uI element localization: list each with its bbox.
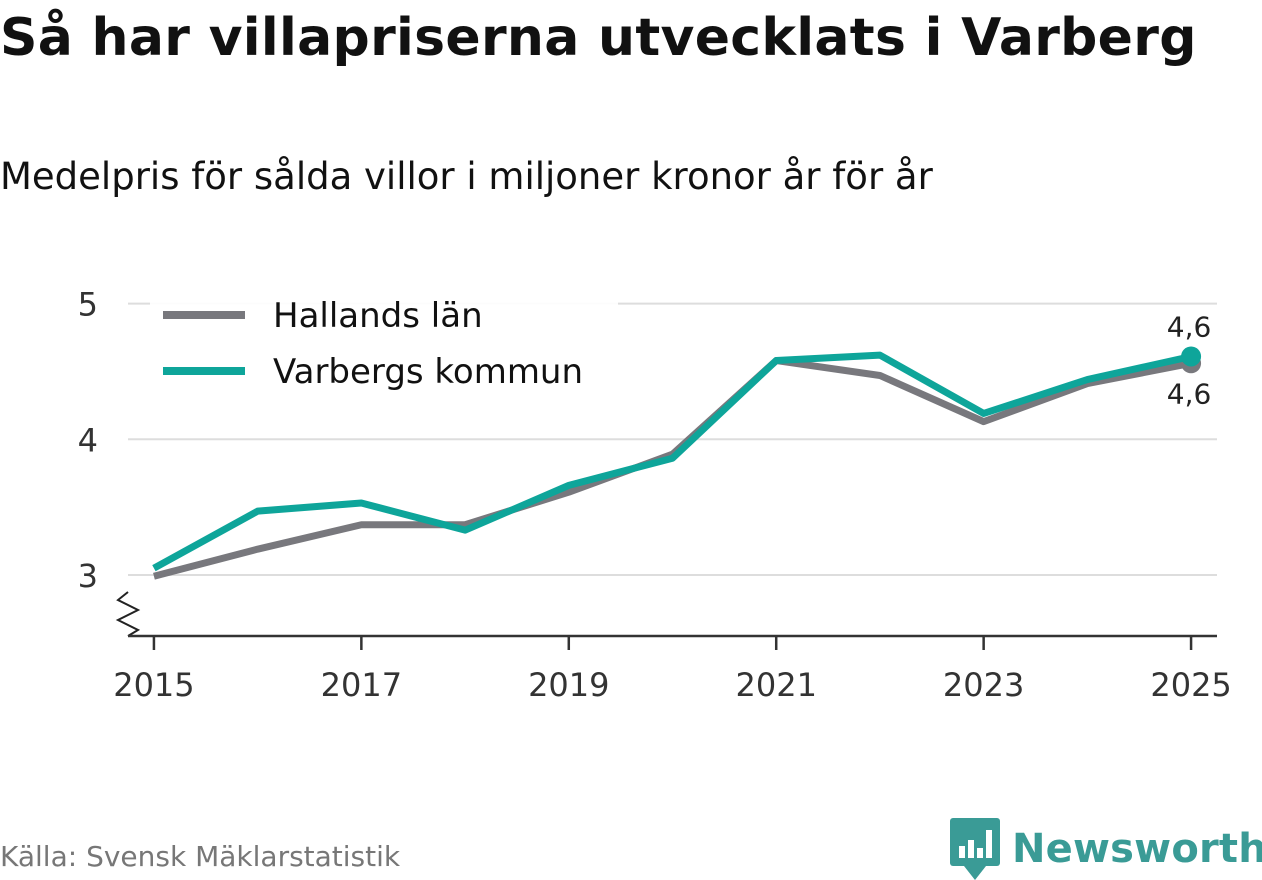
x-tick-label-2017: 2017 <box>321 666 402 704</box>
x-tick-label-2025: 2025 <box>1150 666 1231 704</box>
y-axis-ticks: 3 4 5 <box>78 286 98 595</box>
axis-break-icon <box>118 592 138 636</box>
line-chart: 3 4 5 2015 2017 2019 2021 2023 2025 4,6 4,6 Hall… <box>0 0 1262 800</box>
newsworthy-logo-icon <box>950 818 1000 880</box>
legend-label-varbergs-kommun: Varbergs kommun <box>273 352 583 392</box>
end-label-varbergs-kommun: 4,6 <box>1167 310 1212 343</box>
legend-label-hallands-lan: Hallands län <box>273 296 483 336</box>
x-axis: 2015 2017 2019 2021 2023 2025 <box>113 592 1232 704</box>
y-tick-label-5: 5 <box>78 286 98 324</box>
y-tick-label-4: 4 <box>78 421 98 459</box>
source-note: Källa: Svensk Mäklarstatistik <box>0 840 400 873</box>
end-label-hallands-lan: 4,6 <box>1167 377 1212 410</box>
data-point-varbergs-kommun-2025 <box>1181 346 1201 366</box>
brand-name: Newsworthy <box>1012 826 1262 872</box>
y-tick-label-3: 3 <box>78 557 98 595</box>
brand-logo: Newsworthy <box>950 818 1262 880</box>
x-tick-label-2019: 2019 <box>528 666 609 704</box>
x-tick-label-2023: 2023 <box>943 666 1024 704</box>
legend: Hallands län Varbergs kommun <box>150 294 618 404</box>
x-tick-label-2021: 2021 <box>735 666 816 704</box>
x-tick-label-2015: 2015 <box>113 666 194 704</box>
